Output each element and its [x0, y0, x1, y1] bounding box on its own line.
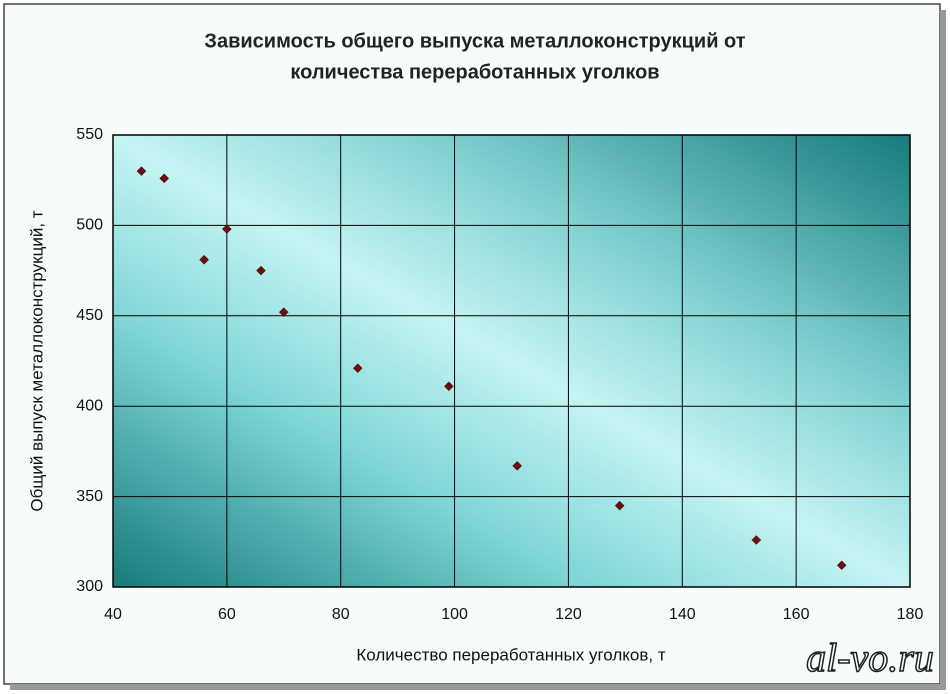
x-tick-label: 180 [897, 606, 924, 623]
point [136, 166, 147, 177]
x-tick-label: 80 [332, 606, 350, 623]
plot-area [113, 135, 910, 587]
point [614, 500, 625, 511]
chart-title: Зависимость общего выпуска металлоконстр… [204, 30, 745, 52]
y-tick-label: 500 [76, 217, 103, 234]
frame-shadow [10, 684, 946, 690]
point [444, 381, 454, 392]
point [836, 560, 847, 571]
y-tick-label: 300 [76, 578, 103, 595]
point [278, 307, 289, 318]
x-tick-label: 140 [669, 606, 696, 623]
y-tick-label: 450 [76, 307, 103, 324]
point [751, 535, 762, 545]
plot-border [112, 134, 911, 588]
x-axis-label: Количество переработанных уголков, т [356, 645, 665, 664]
point [199, 254, 209, 265]
frame-shadow [940, 10, 946, 688]
x-tick-label: 60 [218, 606, 236, 623]
point [352, 363, 363, 374]
chart-title: количества переработанных уголков [290, 61, 659, 83]
y-tick-label: 350 [76, 488, 103, 505]
watermark: al-vo.ru [806, 635, 934, 680]
point [159, 173, 170, 184]
x-tick-label: 120 [555, 606, 582, 623]
x-tick-label: 40 [104, 606, 122, 623]
y-tick-label: 550 [76, 126, 103, 143]
point [256, 265, 266, 276]
x-tick-label: 100 [441, 606, 468, 623]
point [512, 461, 523, 471]
y-tick-label: 400 [76, 397, 103, 414]
point [222, 224, 232, 234]
x-tick-label: 160 [783, 606, 810, 623]
y-axis-label: Общий выпуск металлоконструкций, т [27, 210, 46, 511]
